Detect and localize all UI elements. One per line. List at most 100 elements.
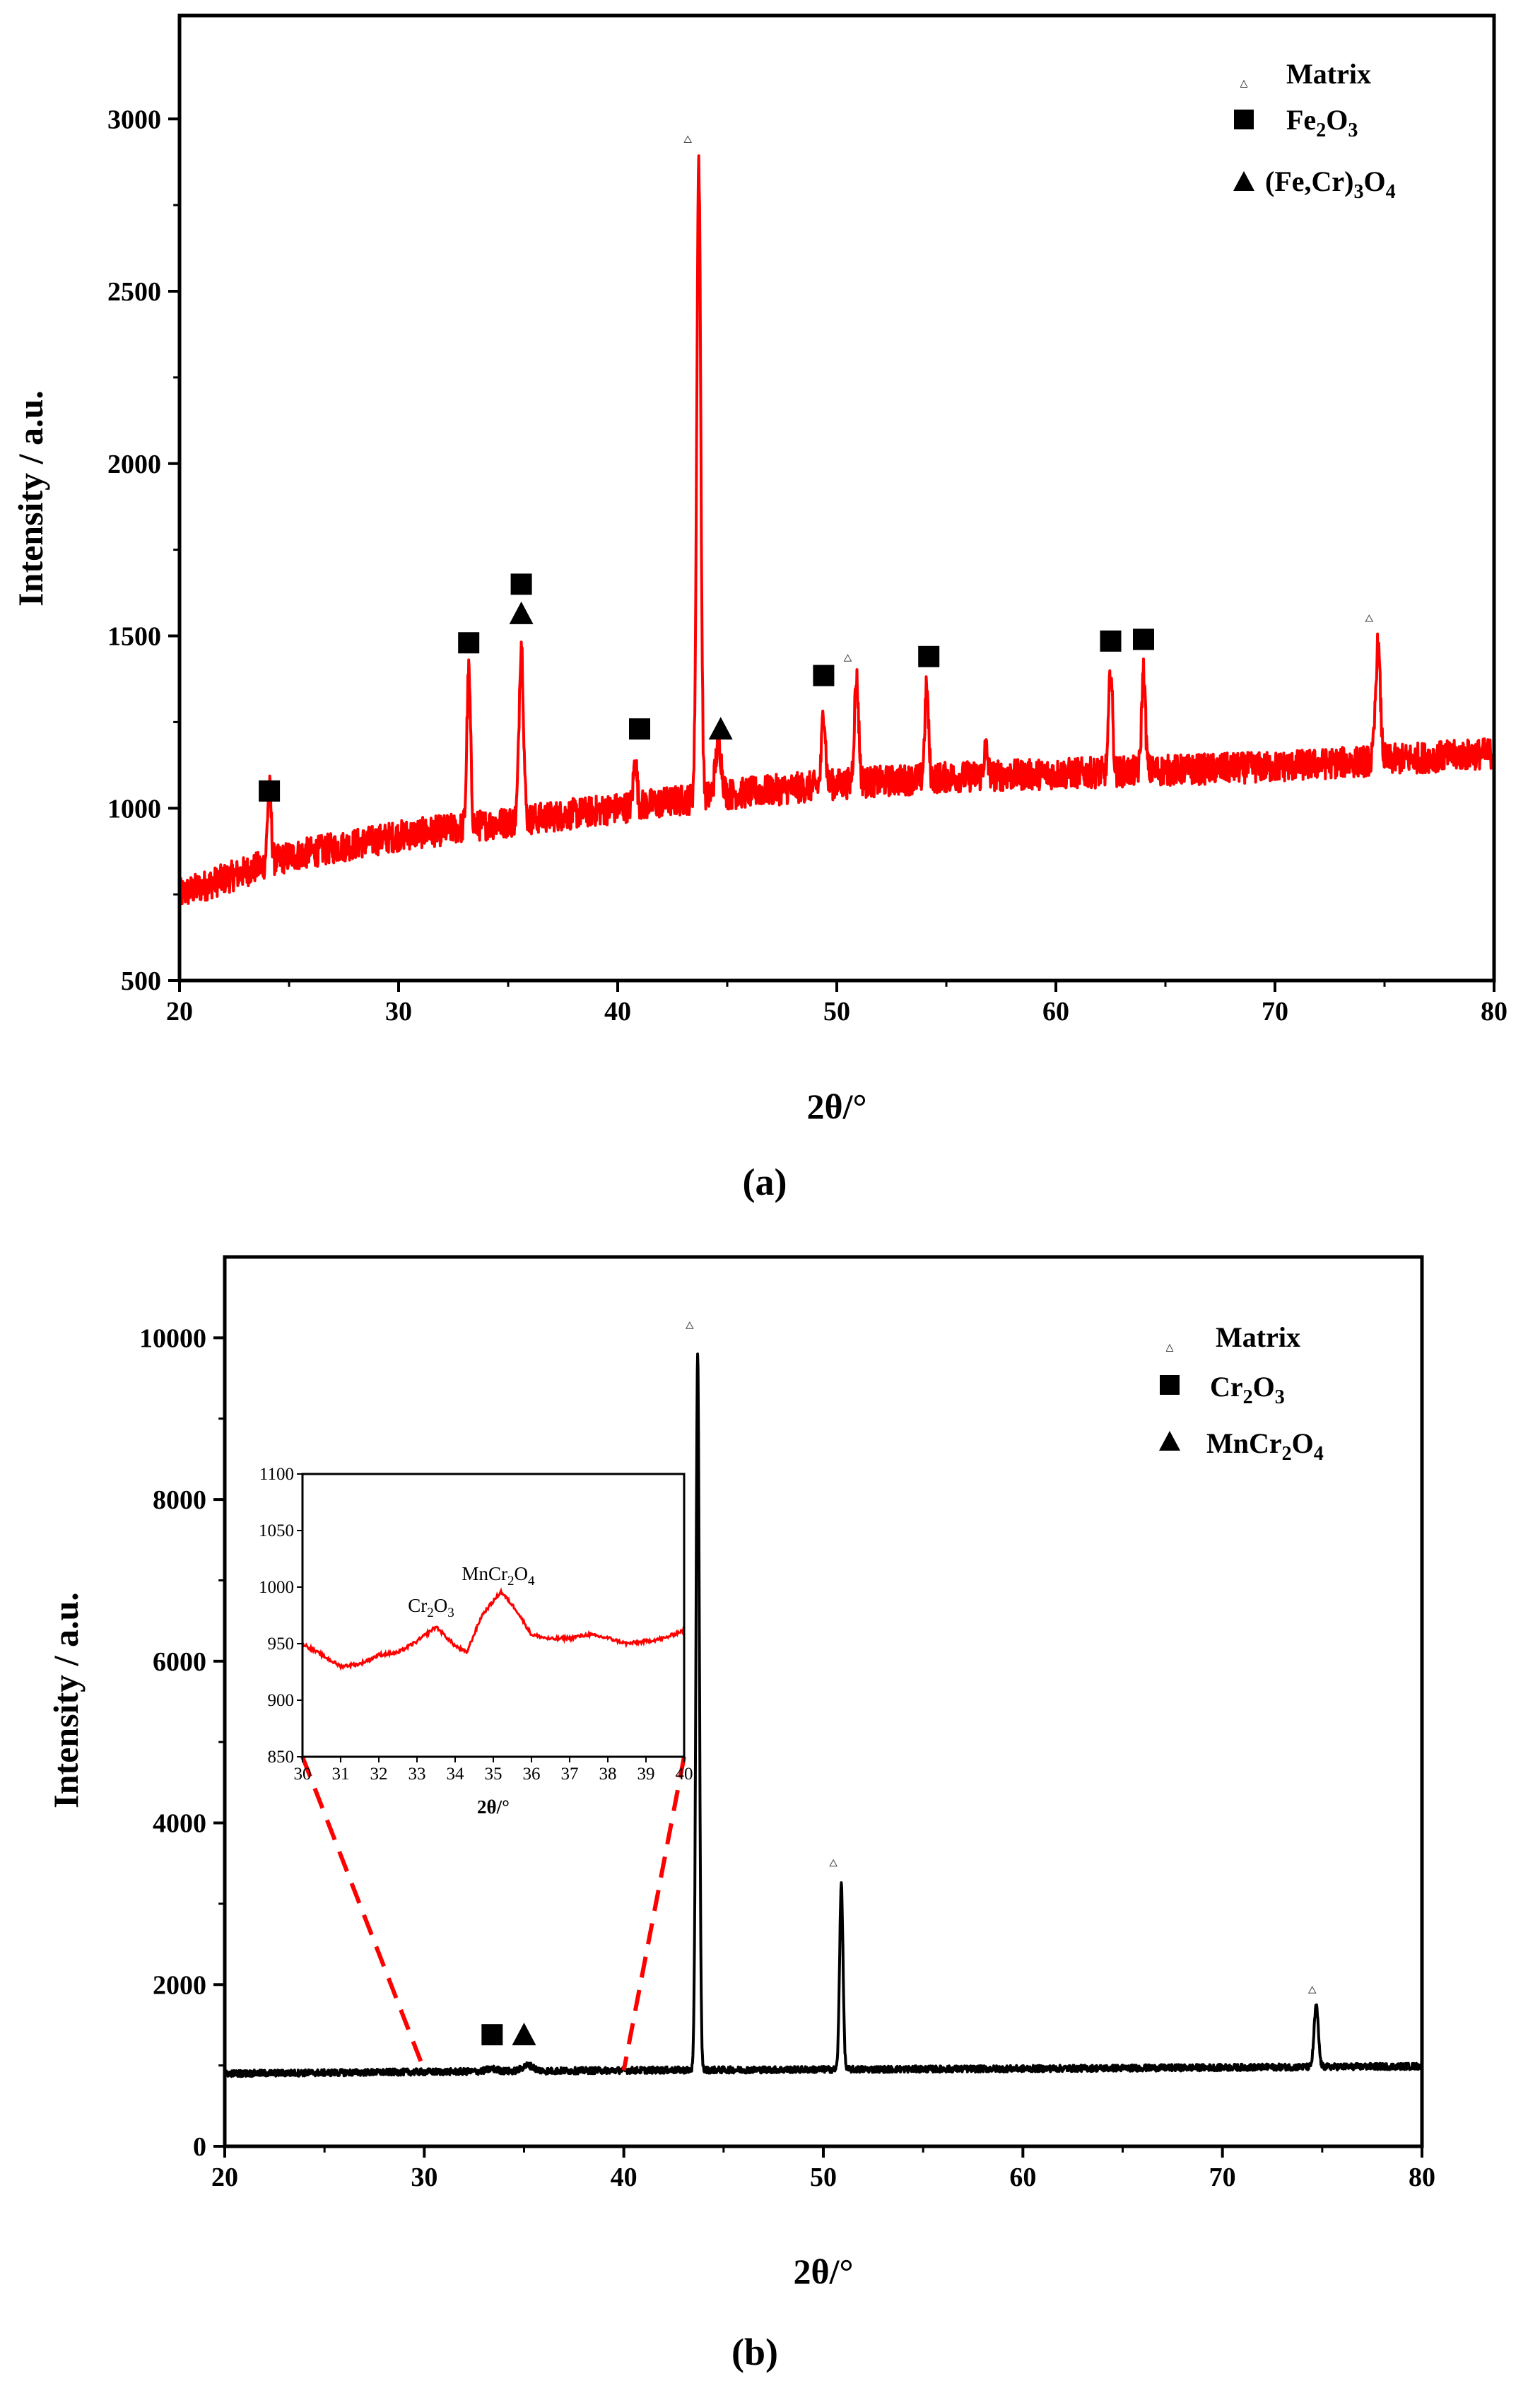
inset-series-line	[301, 1587, 686, 1671]
inset-y-tick-label: 1100	[259, 1465, 294, 1484]
y-tick-label: 2000	[153, 1970, 206, 2000]
phase-marker-triangle	[509, 601, 534, 624]
x-tick-label: 50	[810, 2163, 837, 2192]
inset-xlabel: 2θ/°	[477, 1796, 510, 1818]
phase-marker-square	[813, 665, 835, 686]
x-tick-label: 60	[1042, 997, 1069, 1026]
y-tick-label: 2500	[107, 277, 161, 307]
inset-series-layer	[301, 1587, 686, 1671]
legend-a-fe2o3-icon	[1234, 110, 1254, 129]
panel-b-label: (b)	[731, 2331, 778, 2373]
panel-a-label: (a)	[743, 1161, 787, 1203]
phase-marker-triangle	[512, 2023, 536, 2046]
inset-y-tick-label: 950	[268, 1634, 295, 1654]
inset-y-tick-label: 1050	[259, 1521, 294, 1540]
inset-x-tick-label: 32	[370, 1765, 388, 1784]
phase-marker-matrix	[1365, 614, 1374, 622]
x-tick-label: 80	[1409, 2163, 1435, 2192]
phase-marker-square	[510, 573, 532, 595]
panel-b-ticks: 20 30 40 50 60 70 80 0 2000 4000 6000 8000 10000	[139, 1323, 1435, 2192]
panel-a-series-layer	[178, 154, 1495, 906]
phase-marker-square	[259, 780, 281, 802]
x-tick-label: 60	[1009, 2163, 1036, 2192]
inset-x-tick-label: 33	[408, 1765, 426, 1784]
panel-b-ylabel: Intensity / a.u.	[46, 1592, 86, 1808]
x-tick-label: 40	[611, 2163, 637, 2192]
panel-b-zoom-guides	[300, 1755, 686, 2071]
panel-a-legend: △ Matrix Fe2O3 (Fe,Cr)3O4	[1233, 58, 1396, 203]
x-tick-label: 50	[823, 997, 850, 1026]
svg-text:△: △	[1166, 1342, 1174, 1353]
zoom-guide-left	[300, 1755, 427, 2071]
panel-b-markers	[481, 1321, 1317, 2046]
inset-y-tick-label: 1000	[259, 1578, 294, 1597]
legend-b-matrix-icon: △	[1166, 1342, 1174, 1353]
legend-b-cr2o3-icon	[1160, 1375, 1180, 1395]
panel-a-ticks: 20 30 40 50 60 70 80 500 1000 1500 2000 2500 3000	[107, 105, 1507, 1026]
panel-b-inset: 30 31 32 33 34 35 36 37 38 39 40 850 900 950 1000 1050 1…	[259, 1465, 693, 1818]
inset-x-tick-label: 34	[447, 1765, 465, 1784]
inset-y-tick-label: 850	[268, 1748, 295, 1767]
legend-a-fecr3o4-label: (Fe,Cr)3O4	[1265, 165, 1396, 203]
x-tick-label: 30	[411, 2163, 437, 2192]
panel-a-xlabel: 2θ/°	[807, 1087, 867, 1126]
phase-marker-matrix	[843, 654, 852, 662]
phase-marker-square	[1133, 628, 1154, 650]
inset-x-tick-label: 39	[637, 1765, 655, 1784]
phase-marker-square	[481, 2024, 503, 2046]
y-tick-label: 8000	[153, 1485, 206, 1515]
phase-marker-matrix	[829, 1859, 837, 1867]
legend-b-matrix-label: Matrix	[1216, 1321, 1300, 1353]
inset-ticks: 30 31 32 33 34 35 36 37 38 39 40 850 900 950 1000 1050 1…	[259, 1465, 693, 1784]
legend-b-mncr2o4-icon	[1159, 1431, 1180, 1451]
phase-marker-square	[629, 718, 650, 740]
panel-b-series-layer	[223, 1352, 1423, 2078]
legend-a-matrix-label: Matrix	[1286, 58, 1371, 90]
inset-x-tick-label: 35	[485, 1765, 502, 1784]
panel-b-xlabel: 2θ/°	[794, 2252, 854, 2291]
inset-x-tick-label: 31	[332, 1765, 350, 1784]
x-tick-label: 40	[604, 997, 631, 1026]
y-tick-label: 1500	[107, 622, 161, 652]
inset-x-tick-label: 38	[599, 1765, 617, 1784]
panel-a-chart: 20 30 40 50 60 70 80 500 1000 1500 2000 2500 3000 2θ…	[11, 13, 1507, 1203]
phase-marker-matrix	[685, 1321, 694, 1329]
panel-a-markers	[259, 135, 1374, 802]
inset-x-tick-label: 37	[561, 1765, 579, 1784]
svg-text:△: △	[1240, 78, 1248, 89]
y-tick-label: 2000	[107, 450, 161, 479]
inset-x-tick-label: 40	[676, 1765, 693, 1784]
x-tick-label: 70	[1209, 2163, 1236, 2192]
inset-x-tick-label: 36	[523, 1765, 541, 1784]
y-tick-label: 4000	[153, 1809, 206, 1839]
y-tick-label: 0	[193, 2132, 206, 2162]
zoom-guide-right	[621, 1756, 686, 2071]
y-tick-label: 1000	[107, 794, 161, 824]
y-tick-label: 500	[121, 966, 161, 996]
y-tick-label: 6000	[153, 1647, 206, 1677]
legend-a-matrix-icon: △	[1240, 78, 1248, 89]
phase-marker-triangle	[708, 717, 733, 740]
x-tick-label: 20	[211, 2163, 238, 2192]
xrd-series-line	[223, 1352, 1423, 2078]
x-tick-label: 70	[1262, 997, 1288, 1026]
phase-marker-matrix	[1307, 1986, 1317, 1994]
xrd-series-line	[178, 154, 1495, 906]
inset-background	[302, 1474, 684, 1757]
phase-marker-matrix	[683, 135, 693, 143]
phase-marker-square	[1100, 630, 1122, 652]
x-tick-label: 20	[166, 997, 193, 1026]
phase-marker-square	[918, 645, 940, 667]
y-tick-label: 10000	[139, 1323, 206, 1353]
panel-a-ylabel: Intensity / a.u.	[11, 390, 50, 607]
inset-x-tick-label: 30	[294, 1765, 312, 1784]
legend-b-mncr2o4-label: MnCr2O4	[1206, 1427, 1324, 1465]
y-tick-label: 3000	[107, 105, 161, 134]
inset-y-tick-label: 900	[268, 1691, 295, 1710]
legend-a-fecr3o4-icon	[1233, 171, 1254, 191]
x-tick-label: 30	[385, 997, 412, 1026]
phase-marker-square	[458, 632, 480, 654]
x-tick-label: 80	[1481, 997, 1507, 1026]
